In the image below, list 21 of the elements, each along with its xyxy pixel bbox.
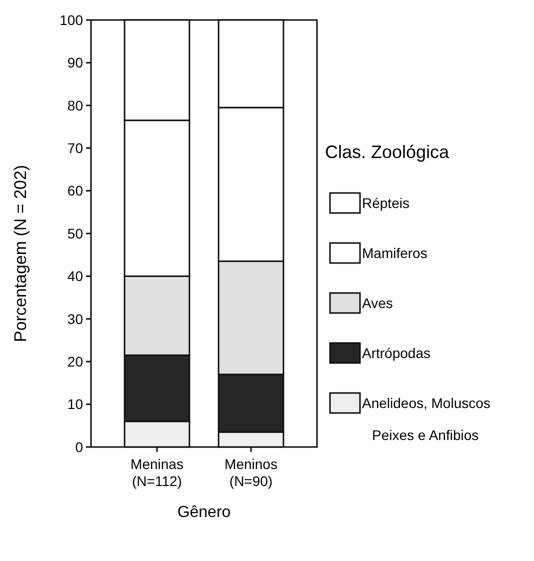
y-tick-label: 70 [67,140,84,156]
x-axis-title: Gênero [177,504,231,521]
x-tick-label: Meninos (N=90) [224,456,278,489]
legend-label: Anelideos, Moluscos Peixes e Anfibios [362,394,490,443]
y-tick-label: 10 [67,396,84,412]
legend-label: Mamiferos [362,244,428,261]
y-tick-label: 20 [67,354,84,370]
x-tick-label: Meninas (N=112) [130,456,184,489]
legend-label: Artrópodas [362,344,430,361]
y-tick-label: 40 [67,268,84,284]
y-tick-label: 90 [67,54,84,71]
legend-title: Clas. Zoológica [325,142,450,162]
y-tick-label: 60 [67,182,84,199]
legend-label: Aves [362,294,393,311]
y-tick-label: 100 [60,12,84,28]
legend-label: Répteis [362,194,410,211]
y-axis-title: Porcentagem (N = 202) [11,164,30,342]
y-tick-label: 80 [67,97,84,114]
y-tick-label: 30 [67,310,84,327]
y-tick-label: 50 [67,225,84,242]
y-tick-label: 0 [75,438,84,455]
